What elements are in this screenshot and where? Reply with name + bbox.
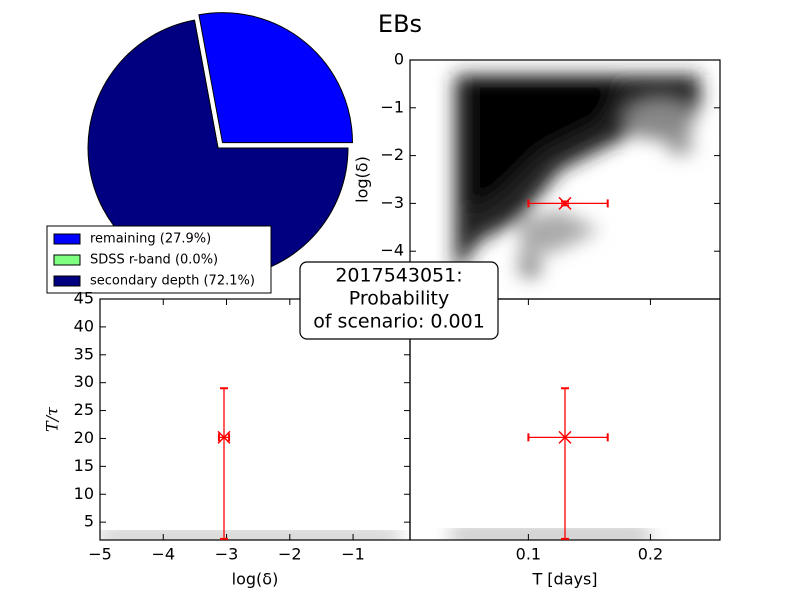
y-axis-label: T/τ — [43, 406, 62, 432]
figure-title: EBs — [378, 10, 422, 38]
annotation-line: 2017543051: — [335, 265, 462, 287]
y-tick-label: 30 — [74, 372, 94, 391]
annotation-line: of scenario: 0.001 — [313, 311, 485, 333]
point-marker — [217, 430, 231, 444]
x-tick-label: −4 — [151, 545, 175, 564]
axes-frame — [409, 298, 721, 541]
annotation-line: Probability — [349, 288, 449, 310]
y-tick-label: 45 — [74, 289, 94, 308]
error-bar — [527, 196, 609, 210]
legend-box — [46, 225, 272, 294]
x-tick-label: −2 — [278, 545, 302, 564]
error-bar — [217, 387, 231, 540]
pie-slice — [198, 12, 353, 144]
x-axis-label: log(δ) — [232, 570, 279, 589]
y-tick-label: 35 — [74, 344, 94, 363]
y-tick-label: −2 — [380, 145, 404, 164]
legend-label: secondary depth (72.1%) — [90, 274, 255, 289]
y-tick-label: 15 — [74, 456, 94, 475]
legend-swatch — [53, 275, 81, 287]
legend-label: remaining (27.9%) — [90, 232, 211, 247]
density-map — [100, 532, 400, 540]
x-tick-label: −3 — [215, 545, 239, 564]
x-tick-label: −1 — [341, 545, 365, 564]
y-tick-label: 10 — [74, 484, 94, 503]
x-tick-label: 0.2 — [638, 545, 663, 564]
y-tick-label: 20 — [74, 428, 94, 447]
y-tick-label: −1 — [380, 97, 404, 116]
density-map — [455, 75, 700, 278]
error-bar — [527, 387, 609, 540]
x-tick-label: 0.1 — [516, 545, 541, 564]
y-tick-label: −3 — [380, 193, 404, 212]
x-tick-label: −5 — [88, 545, 112, 564]
point-marker — [558, 430, 572, 444]
y-tick-label: −4 — [380, 241, 404, 260]
legend-swatch — [53, 233, 81, 245]
density-map — [450, 530, 650, 540]
x-axis-label: T [days] — [531, 570, 597, 589]
y-tick-label: 0 — [394, 50, 404, 69]
y-axis-label: log(δ) — [353, 156, 372, 203]
point-marker — [558, 196, 572, 210]
y-tick-label: 40 — [74, 316, 94, 335]
annotation-box — [299, 261, 499, 340]
y-tick-label: 5 — [84, 512, 94, 531]
y-tick-label: 25 — [74, 400, 94, 419]
legend-swatch — [53, 254, 81, 266]
legend-label: SDSS r-band (0.0%) — [90, 253, 218, 268]
